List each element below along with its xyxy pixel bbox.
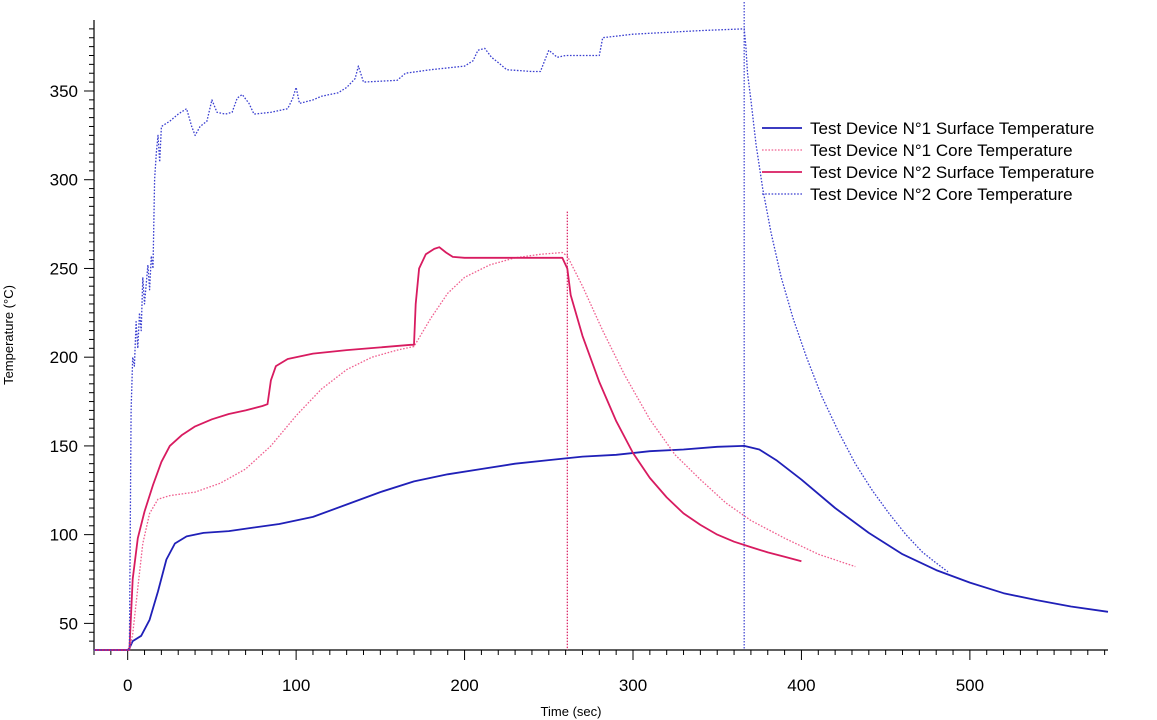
x-tick-label: 200 xyxy=(450,676,478,695)
series-line-1 xyxy=(94,445,1109,651)
y-tick-label: 300 xyxy=(50,171,78,190)
axis-ticks xyxy=(84,28,1106,660)
y-tick-label: 100 xyxy=(50,526,78,545)
legend-label-4: Test Device N°2 Core Temperature xyxy=(810,185,1073,204)
y-tick-label: 200 xyxy=(50,348,78,367)
series-line-3 xyxy=(94,246,802,651)
vertical-lines xyxy=(566,2,745,650)
y-tick-label: 150 xyxy=(50,437,78,456)
y-tick-label: 350 xyxy=(50,82,78,101)
y-tick-label: 50 xyxy=(59,614,78,633)
x-tick-label: 100 xyxy=(282,676,310,695)
legend: Test Device N°1 Surface Temperature Test … xyxy=(762,119,1094,204)
legend-label-2: Test Device N°1 Core Temperature xyxy=(810,141,1073,160)
x-tick-label: 300 xyxy=(619,676,647,695)
x-tick-label: 500 xyxy=(956,676,984,695)
legend-label-1: Test Device N°1 Surface Temperature xyxy=(810,119,1094,138)
x-tick-label: 400 xyxy=(787,676,815,695)
series-lines xyxy=(94,28,1109,651)
y-axis-title: Temperature (°C) xyxy=(1,285,16,385)
x-axis-title: Time (sec) xyxy=(541,704,602,719)
series-line-2 xyxy=(94,251,856,651)
x-tick-label: 0 xyxy=(123,676,132,695)
tick-labels: 0 100 200 300 400 500 50 100 150 200 250 300 350 xyxy=(50,82,984,695)
series-line-4 xyxy=(94,28,949,651)
y-tick-label: 250 xyxy=(50,259,78,278)
axes xyxy=(93,20,1108,651)
legend-label-3: Test Device N°2 Surface Temperature xyxy=(810,163,1094,182)
